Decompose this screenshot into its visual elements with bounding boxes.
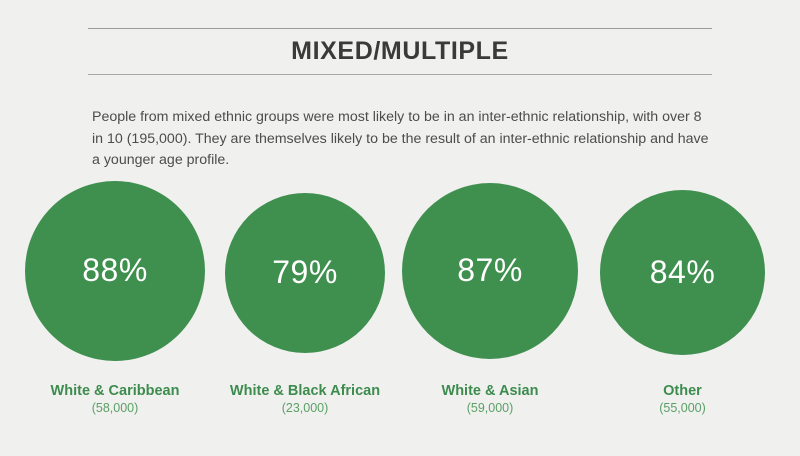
caption-count: (23,000) [281, 401, 329, 415]
bubble-value-label: 84% [649, 253, 716, 290]
bubble-white-and-caribbean: 88% [25, 181, 205, 361]
caption-label: White & Caribbean [50, 383, 180, 399]
caption-count: (58,000) [91, 401, 139, 415]
header-rule-top [88, 28, 712, 29]
bubble-white-and-asian: 87% [402, 183, 578, 359]
caption-white-and-asian: White & Asian (59,000) [402, 382, 578, 417]
bubble-value-label: 88% [82, 252, 148, 288]
caption-label: White & Asian [441, 383, 539, 399]
bubble-other: 84% [600, 190, 765, 355]
intro-paragraph: People from mixed ethnic groups were mos… [92, 109, 709, 169]
caption-white-and-black-african: White & Black African (23,000) [225, 382, 385, 417]
bubble-chart: 88% 79% 87% 84% [0, 175, 800, 375]
bubble-white-and-black-african: 79% [225, 193, 385, 353]
header-rule-bottom [88, 74, 712, 76]
caption-white-and-caribbean: White & Caribbean (58,000) [25, 382, 205, 417]
caption-label: Other [663, 383, 702, 399]
caption-other: Other (55,000) [600, 382, 765, 417]
header: MIXED/MULTIPLE [88, 28, 712, 76]
bubble-value-label: 87% [457, 252, 523, 288]
caption-count: (55,000) [659, 401, 706, 415]
bubble-value-label: 79% [272, 254, 338, 290]
caption-label: White & Black African [229, 383, 381, 399]
page-title: MIXED/MULTIPLE [291, 37, 509, 65]
caption-count: (59,000) [466, 401, 514, 415]
